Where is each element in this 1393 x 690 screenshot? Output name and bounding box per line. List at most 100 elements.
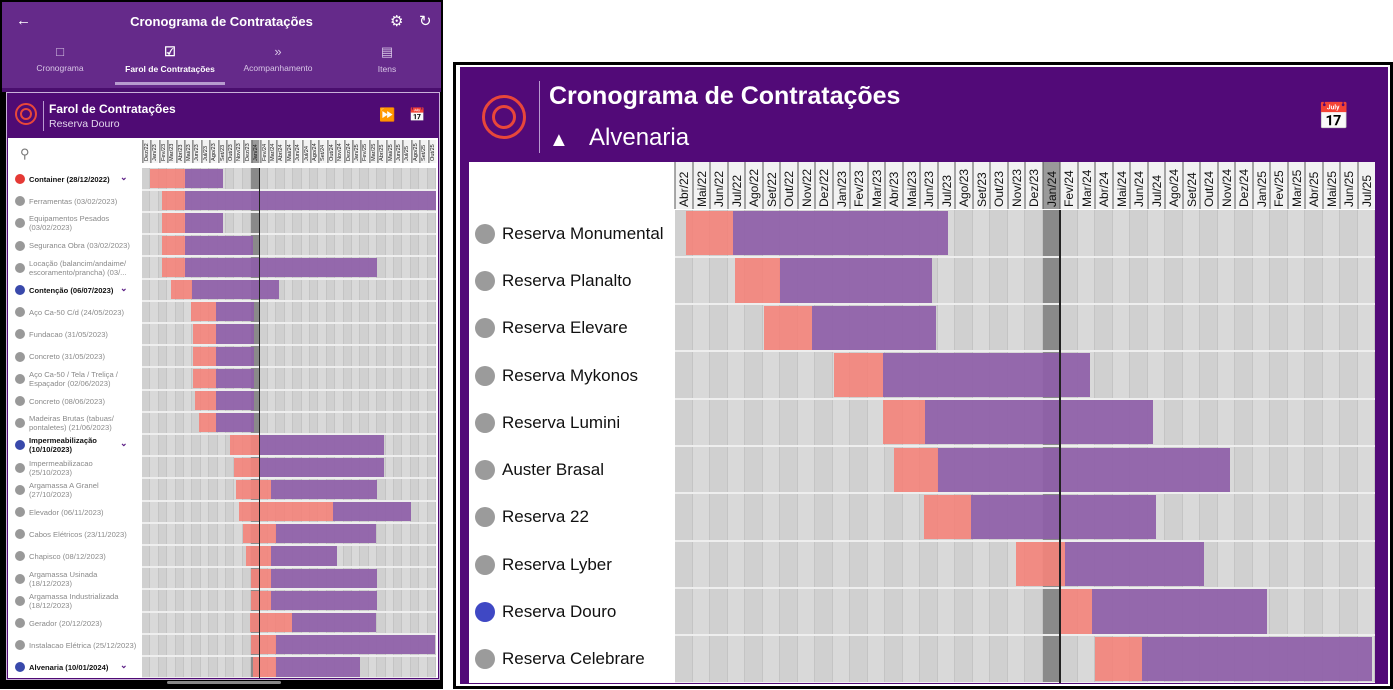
- contract-bar[interactable]: [184, 191, 436, 211]
- contract-bar[interactable]: [215, 368, 254, 388]
- lead-time-bar[interactable]: [883, 400, 926, 445]
- lead-time-bar[interactable]: [251, 590, 271, 610]
- list-item[interactable]: Concreto (08/06/2023): [8, 390, 142, 412]
- refresh-icon[interactable]: ↻: [419, 13, 432, 30]
- list-item[interactable]: Alvenaria (10/01/2024) ⌄: [8, 656, 142, 678]
- contract-bar[interactable]: [215, 413, 254, 433]
- list-item[interactable]: Gerador (20/12/2023): [8, 612, 142, 634]
- list-item[interactable]: Aço Ca-50 / Tela / Treliça / Espaçador (…: [8, 368, 142, 390]
- list-item[interactable]: Equipamentos Pesados (03/02/2023): [8, 212, 142, 234]
- contract-bar[interactable]: [780, 258, 933, 303]
- contract-bar[interactable]: [1091, 589, 1267, 634]
- lead-time-bar[interactable]: [193, 368, 216, 388]
- list-item[interactable]: Madeiras Brutas (tabuas/ pontaletes) (21…: [8, 412, 142, 434]
- contract-bar[interactable]: [215, 324, 254, 344]
- lead-time-bar[interactable]: [162, 257, 185, 277]
- list-item[interactable]: Container (28/12/2022) ⌄: [8, 168, 142, 190]
- list-item[interactable]: Reserva Mykonos: [469, 352, 675, 399]
- list-item[interactable]: Seguranca Obra (03/02/2023): [8, 235, 142, 257]
- lead-time-bar[interactable]: [734, 258, 780, 303]
- list-item[interactable]: Reserva Lumini: [469, 399, 675, 446]
- contract-bar[interactable]: [811, 305, 936, 350]
- list-item[interactable]: Elevador (06/11/2023): [8, 501, 142, 523]
- contract-bar[interactable]: [276, 635, 436, 655]
- chevron-down-icon[interactable]: ⌄: [120, 172, 128, 183]
- list-item[interactable]: Reserva Monumental: [469, 210, 675, 257]
- contract-bar[interactable]: [215, 302, 254, 322]
- lead-time-bar[interactable]: [230, 435, 261, 455]
- lead-time-bar[interactable]: [162, 191, 185, 211]
- tab-farol-de-contratacoes[interactable]: ☑ Farol de Contratações: [115, 44, 225, 74]
- search-icon[interactable]: ⚲: [20, 146, 30, 161]
- contract-bar[interactable]: [925, 400, 1153, 445]
- lead-time-bar[interactable]: [190, 302, 216, 322]
- lead-time-bar[interactable]: [162, 213, 185, 233]
- contract-bar[interactable]: [1065, 542, 1204, 587]
- lead-time-bar[interactable]: [252, 657, 277, 677]
- lead-time-bar[interactable]: [234, 457, 261, 477]
- list-item[interactable]: Reserva Celebrare: [469, 636, 675, 683]
- list-item[interactable]: Instalacao Elétrica (25/12/2023): [8, 634, 142, 656]
- contract-bar[interactable]: [184, 257, 378, 277]
- lead-time-bar[interactable]: [249, 613, 293, 633]
- list-item[interactable]: Cabos Elétricos (23/11/2023): [8, 523, 142, 545]
- lead-time-bar[interactable]: [1016, 542, 1066, 587]
- contract-bar[interactable]: [937, 447, 1230, 492]
- home-indicator[interactable]: [167, 681, 281, 684]
- list-item[interactable]: Concreto (31/05/2023): [8, 346, 142, 368]
- list-item[interactable]: Impermeabilizacao (25/10/2023): [8, 457, 142, 479]
- contract-bar[interactable]: [332, 502, 411, 522]
- lead-time-bar[interactable]: [923, 494, 971, 540]
- lead-time-bar[interactable]: [1095, 636, 1143, 681]
- contract-bar[interactable]: [192, 280, 279, 300]
- contract-bar[interactable]: [260, 457, 384, 477]
- calendar-icon[interactable]: 📅: [1317, 101, 1350, 131]
- contract-bar[interactable]: [260, 435, 384, 455]
- chevron-down-icon[interactable]: ⌄: [120, 283, 128, 294]
- lead-time-bar[interactable]: [171, 280, 193, 300]
- contract-bar[interactable]: [292, 613, 376, 633]
- lead-time-bar[interactable]: [194, 391, 216, 411]
- lead-time-bar[interactable]: [764, 305, 812, 350]
- calendar-icon[interactable]: 📅: [409, 107, 426, 122]
- contract-bar[interactable]: [970, 494, 1157, 540]
- list-item[interactable]: Reserva Douro: [469, 588, 675, 635]
- list-item[interactable]: Reserva 22: [469, 494, 675, 541]
- list-item[interactable]: Reserva Lyber: [469, 541, 675, 588]
- contract-bar[interactable]: [184, 169, 224, 189]
- lead-time-bar[interactable]: [251, 635, 277, 655]
- list-item[interactable]: Impermeabilização (10/10/2023) ⌄: [8, 434, 142, 456]
- list-item[interactable]: Aço Ca-50 C/d (24/05/2023): [8, 301, 142, 323]
- back-arrow-icon[interactable]: ←: [16, 12, 31, 29]
- lead-time-bar[interactable]: [246, 546, 271, 566]
- list-item[interactable]: Reserva Elevare: [469, 305, 675, 352]
- list-item[interactable]: Fundacao (31/05/2023): [8, 323, 142, 345]
- list-item[interactable]: Locação (balancim/andaime/ escoramento/p…: [8, 257, 142, 279]
- lead-time-bar[interactable]: [1060, 589, 1092, 634]
- contract-bar[interactable]: [732, 211, 948, 256]
- lead-time-bar[interactable]: [149, 169, 185, 189]
- list-item[interactable]: Contenção (06/07/2023) ⌄: [8, 279, 142, 301]
- lead-time-bar[interactable]: [236, 479, 271, 499]
- list-item[interactable]: Argamassa A Granel (27/10/2023): [8, 479, 142, 501]
- contract-bar[interactable]: [883, 352, 1090, 398]
- contract-bar[interactable]: [1142, 636, 1372, 681]
- lead-time-bar[interactable]: [239, 502, 333, 522]
- gear-icon[interactable]: ⚙: [390, 13, 404, 30]
- list-item[interactable]: Ferramentas (03/02/2023): [8, 190, 142, 212]
- contract-bar[interactable]: [215, 346, 254, 366]
- tab-itens[interactable]: ▤ Itens: [332, 44, 442, 74]
- contract-bar[interactable]: [184, 235, 253, 255]
- lead-time-bar[interactable]: [251, 568, 271, 588]
- contract-bar[interactable]: [270, 568, 378, 588]
- contract-bar[interactable]: [270, 590, 378, 610]
- lead-time-bar[interactable]: [893, 447, 938, 492]
- list-item[interactable]: Reserva Planalto: [469, 257, 675, 304]
- chevron-down-icon[interactable]: ⌄: [120, 438, 128, 449]
- contract-bar[interactable]: [276, 657, 361, 677]
- contract-bar[interactable]: [270, 479, 378, 499]
- list-item[interactable]: Chapisco (08/12/2023): [8, 545, 142, 567]
- contract-bar[interactable]: [270, 546, 337, 566]
- lead-time-bar[interactable]: [162, 235, 185, 255]
- fast-forward-icon[interactable]: ⏩: [379, 107, 396, 122]
